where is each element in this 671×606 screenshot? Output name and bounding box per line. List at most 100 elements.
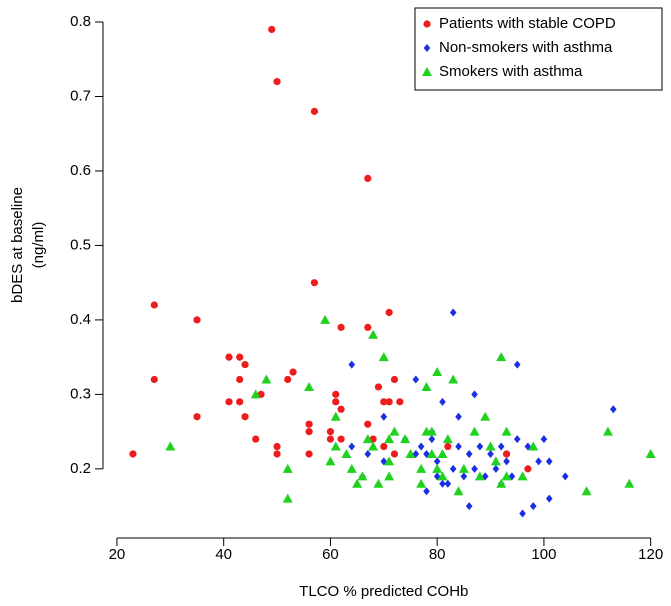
point	[332, 390, 340, 398]
point	[241, 413, 249, 421]
point	[273, 442, 281, 451]
point	[150, 301, 158, 309]
point	[481, 472, 489, 481]
point	[433, 457, 441, 466]
y-tick-label: 0.4	[70, 311, 91, 328]
point	[225, 353, 233, 361]
point	[455, 412, 462, 421]
point	[273, 450, 281, 458]
point	[341, 448, 352, 458]
point	[348, 442, 356, 451]
point	[513, 360, 521, 369]
point	[412, 375, 420, 384]
point	[437, 471, 448, 481]
point	[416, 463, 427, 473]
point	[492, 464, 500, 473]
point	[609, 405, 617, 414]
point	[385, 398, 393, 406]
x-tick-label: 40	[215, 546, 232, 563]
point	[417, 442, 425, 451]
point	[320, 314, 331, 324]
point	[624, 478, 635, 488]
point	[455, 442, 462, 451]
point	[416, 478, 427, 488]
x-axis-label: TLCO % predicted COHb	[299, 583, 468, 600]
point	[273, 77, 281, 86]
point	[305, 428, 313, 436]
point	[310, 279, 319, 287]
point	[433, 472, 441, 481]
point	[602, 426, 613, 436]
point	[519, 509, 526, 518]
point	[471, 390, 478, 399]
point	[364, 323, 372, 331]
point	[193, 316, 201, 324]
point	[389, 426, 400, 436]
point	[405, 448, 416, 458]
point	[545, 494, 553, 503]
point	[426, 448, 437, 458]
legend-swatch	[423, 20, 431, 28]
point	[374, 383, 383, 391]
x-tick-label: 120	[638, 546, 663, 563]
point	[284, 375, 292, 384]
point	[364, 420, 372, 428]
point	[528, 441, 539, 451]
point	[384, 456, 395, 466]
y-axis-label: (ng/ml)	[30, 222, 47, 269]
y-tick-label: 0.8	[70, 13, 91, 30]
point	[337, 323, 345, 331]
point	[485, 441, 496, 451]
point	[501, 426, 512, 436]
point	[326, 428, 335, 436]
y-tick-label: 0.6	[70, 162, 91, 179]
point	[390, 375, 399, 384]
point	[453, 486, 464, 496]
point	[368, 329, 379, 339]
point	[332, 398, 340, 406]
y-tick-label: 0.3	[70, 385, 91, 402]
point	[423, 487, 430, 496]
point	[310, 107, 319, 115]
legend-label: Non-smokers with asthma	[439, 39, 613, 56]
point	[304, 381, 315, 391]
point	[432, 463, 443, 473]
y-tick-label: 0.2	[70, 460, 91, 477]
point	[150, 375, 158, 384]
point	[305, 420, 313, 428]
point	[129, 450, 137, 458]
point	[390, 450, 399, 458]
point	[326, 435, 335, 443]
point	[305, 450, 313, 458]
point	[421, 381, 432, 391]
point	[236, 398, 244, 406]
point	[449, 308, 457, 317]
point	[465, 502, 473, 511]
point	[261, 374, 272, 384]
y-tick-label: 0.5	[70, 236, 91, 253]
point	[378, 352, 389, 362]
point	[373, 478, 384, 488]
legend-label: Patients with stable COPD	[439, 15, 616, 32]
y-axis-label: bDES at baseline	[9, 187, 26, 303]
point	[561, 472, 569, 481]
point	[502, 450, 511, 458]
point	[236, 375, 244, 384]
point	[428, 435, 436, 444]
point	[241, 360, 249, 369]
point	[400, 434, 411, 444]
point	[535, 457, 542, 466]
point	[439, 479, 446, 488]
point	[529, 502, 537, 511]
point	[503, 457, 510, 466]
point	[165, 441, 176, 451]
point	[581, 486, 592, 496]
point	[442, 434, 453, 444]
point	[252, 435, 260, 443]
point	[364, 449, 372, 458]
x-tick-label: 80	[429, 546, 446, 563]
point	[437, 448, 448, 458]
point	[471, 464, 478, 473]
point	[497, 442, 505, 451]
point	[330, 441, 341, 451]
